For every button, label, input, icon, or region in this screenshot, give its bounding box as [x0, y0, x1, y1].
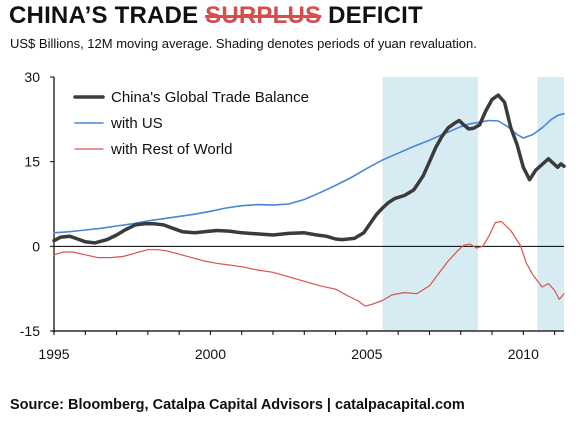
source-footer: Source: Bloomberg, Catalpa Capital Advis…: [10, 397, 465, 413]
shaded-period-1: [382, 77, 478, 331]
axis-layer: -15 0 15 30 1995 2000 2005 2010: [20, 69, 564, 362]
chart-subtitle: US$ Billions, 12M moving average. Shadin…: [10, 36, 477, 51]
y-tick-label: 30: [24, 69, 40, 85]
x-tick-label: 1995: [38, 346, 69, 362]
legend-label: China's Global Trade Balance: [111, 89, 309, 106]
chart-title: CHINA’S TRADE SURPLUS DEFICIT: [9, 2, 423, 30]
shade-layer: [382, 77, 564, 331]
x-tick-label: 2000: [195, 346, 226, 362]
series-line-with-rest-of-world: [53, 220, 565, 307]
series-layer: [52, 93, 566, 307]
title-struck-word: SURPLUS: [205, 2, 322, 29]
y-tick-label: 15: [24, 154, 40, 170]
title-part-2: DEFICIT: [321, 2, 423, 29]
legend-label: with US: [110, 115, 163, 132]
y-tick-label: -15: [20, 323, 40, 339]
x-tick-label: 2010: [508, 346, 539, 362]
y-tick-label: 0: [32, 238, 40, 254]
legend: China's Global Trade Balance with US with …: [73, 89, 309, 158]
series-line-china-s-global-trade-balance: [52, 93, 566, 245]
title-part-1: CHINA’S TRADE: [9, 2, 206, 29]
legend-label: with Rest of World: [110, 141, 232, 158]
x-tick-label: 2005: [351, 346, 382, 362]
